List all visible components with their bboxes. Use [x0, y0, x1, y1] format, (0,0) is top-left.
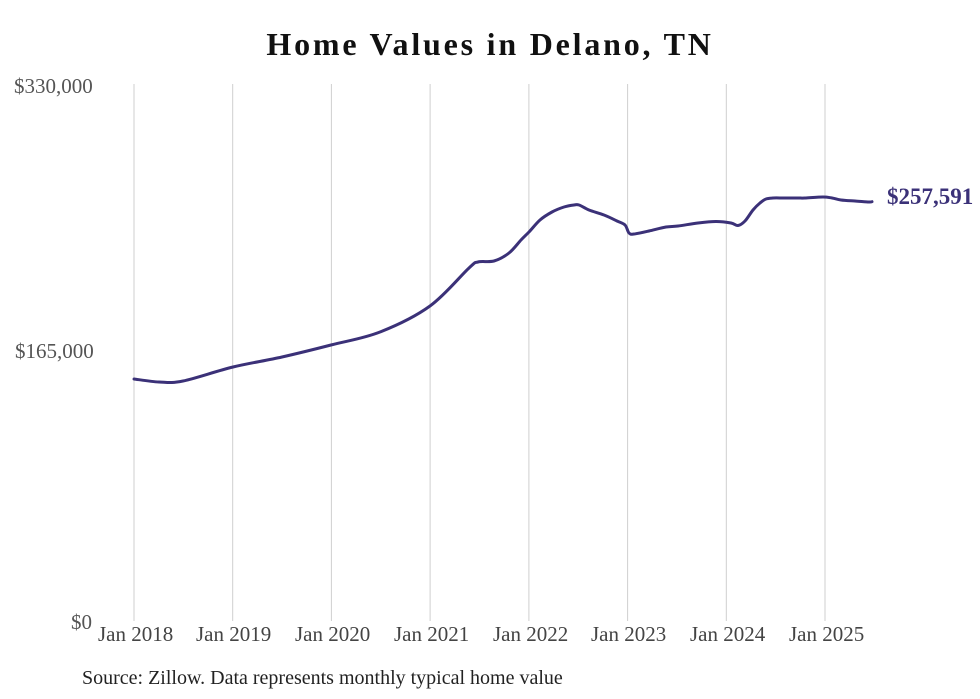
- svg-text:Jan 2019: Jan 2019: [196, 622, 271, 646]
- svg-text:Jan 2024: Jan 2024: [690, 622, 766, 646]
- svg-text:Jan 2023: Jan 2023: [591, 622, 666, 646]
- svg-text:$257,591: $257,591: [887, 184, 973, 209]
- svg-text:$330,000: $330,000: [14, 74, 93, 98]
- svg-text:Jan 2022: Jan 2022: [493, 622, 568, 646]
- svg-text:$0: $0: [71, 610, 92, 634]
- svg-text:Jan 2020: Jan 2020: [295, 622, 370, 646]
- svg-text:$165,000: $165,000: [15, 339, 94, 363]
- svg-text:Jan 2021: Jan 2021: [394, 622, 469, 646]
- svg-text:Jan 2018: Jan 2018: [98, 622, 173, 646]
- svg-text:Jan 2025: Jan 2025: [789, 622, 864, 646]
